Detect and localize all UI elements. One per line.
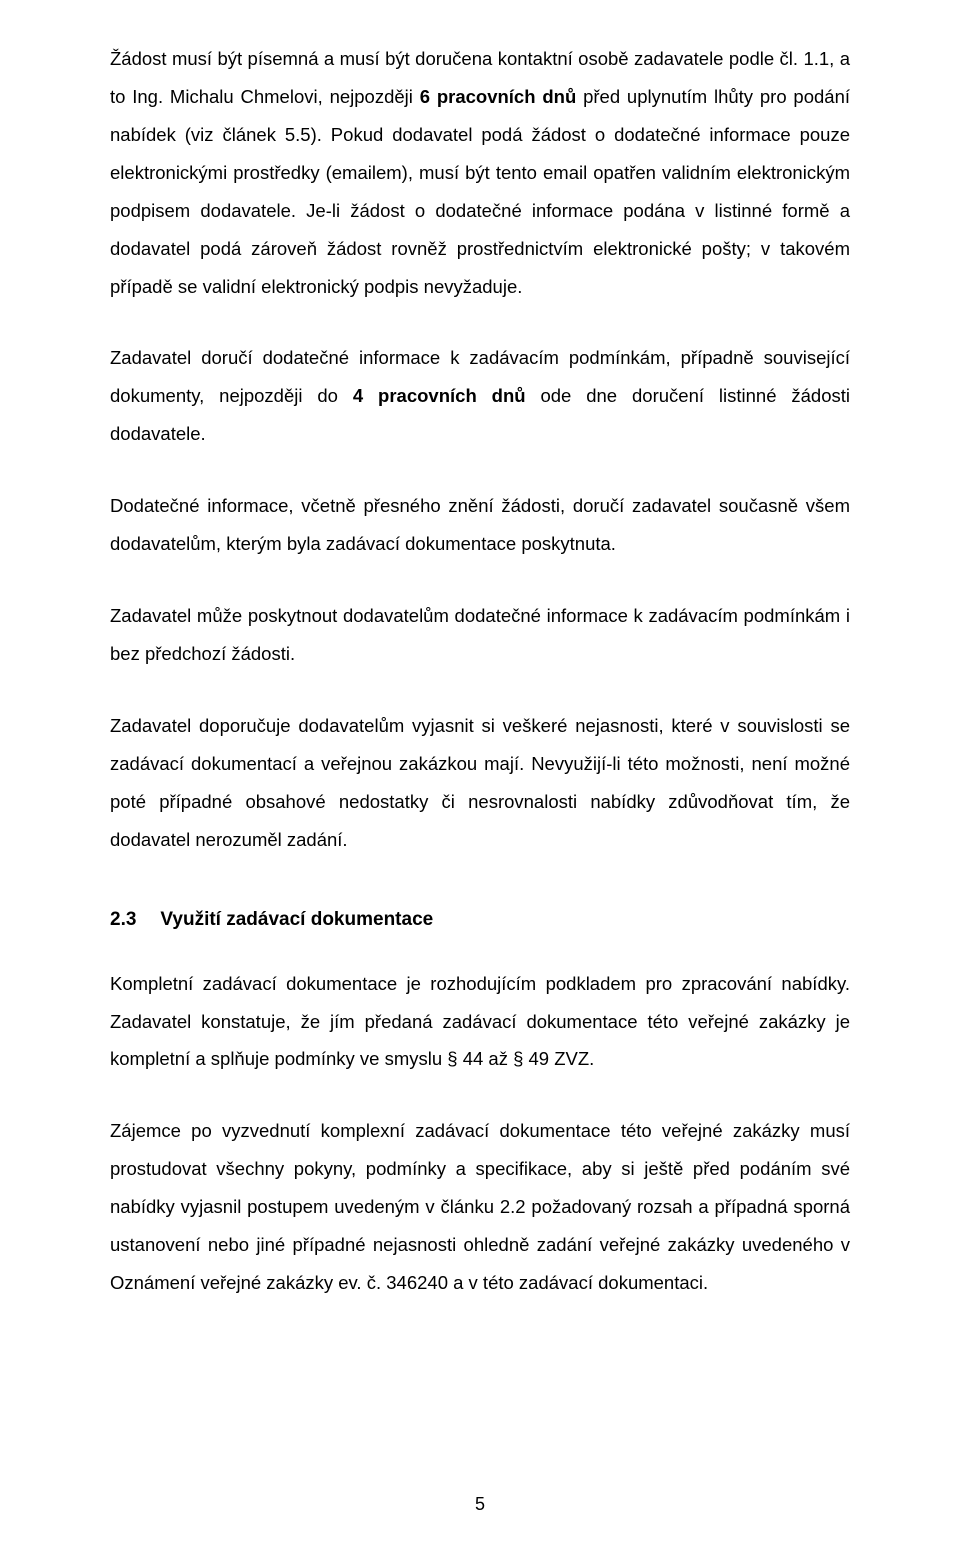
paragraph-1: Žádost musí být písemná a musí být doruč… (110, 40, 850, 305)
text-bold: 4 pracovních dnů (353, 385, 526, 406)
paragraph-5: Zadavatel doporučuje dodavatelům vyjasni… (110, 707, 850, 859)
document-page: Žádost musí být písemná a musí být doruč… (0, 0, 960, 1545)
paragraph-3: Dodatečné informace, včetně přesného zně… (110, 487, 850, 563)
text-bold: 6 pracovních dnů (420, 86, 577, 107)
page-number: 5 (0, 1494, 960, 1515)
text-run: před uplynutím lhůty pro podání nabídek … (110, 86, 850, 297)
paragraph-4: Zadavatel může poskytnout dodavatelům do… (110, 597, 850, 673)
paragraph-6: Kompletní zadávací dokumentace je rozhod… (110, 965, 850, 1079)
heading-title: Využití zadávací dokumentace (160, 909, 433, 930)
paragraph-2: Zadavatel doručí dodatečné informace k z… (110, 339, 850, 453)
heading-number: 2.3 (110, 909, 136, 931)
section-heading: 2.3 Využití zadávací dokumentace (110, 909, 850, 931)
paragraph-7: Zájemce po vyzvednutí komplexní zadávací… (110, 1112, 850, 1302)
